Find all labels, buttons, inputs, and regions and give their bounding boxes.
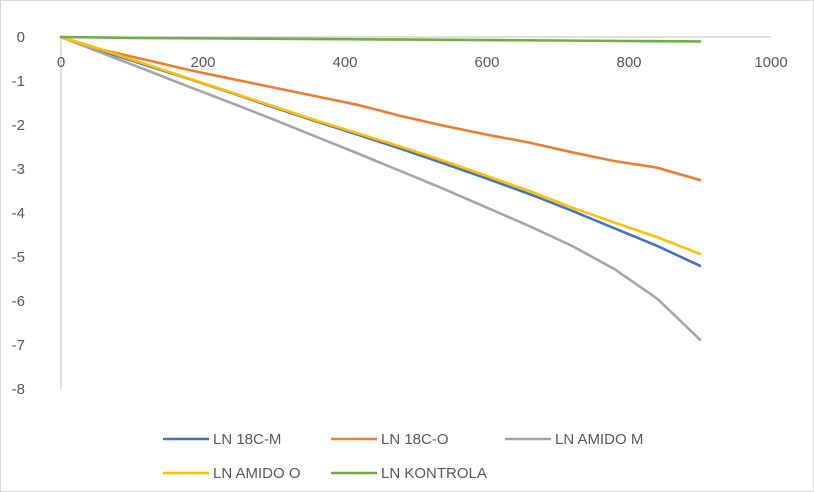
legend-label-ln-amido-m: LN AMIDO M xyxy=(555,431,643,448)
tick-labels: 0 200 400 600 800 1000 0 -1 -2 -3 -4 -5 -6 -7 -8 xyxy=(12,29,788,398)
series-line-ln-18c-o xyxy=(59,35,702,182)
x-tick-label: 800 xyxy=(616,54,641,71)
x-tick-label: 200 xyxy=(190,54,215,71)
y-tick-label: 0 xyxy=(17,29,25,46)
series-lines xyxy=(59,35,702,342)
x-tick-label: 400 xyxy=(332,54,357,71)
legend-label-ln-amido-o: LN AMIDO O xyxy=(213,465,301,482)
x-tick-label: 0 xyxy=(57,54,65,71)
legend: LN 18C-M LN 18C-O LN AMIDO M LN AMIDO O LN K… xyxy=(163,431,643,482)
axes xyxy=(60,36,771,389)
y-tick-label: -4 xyxy=(12,205,25,222)
series-line-ln-18c-m xyxy=(59,35,702,268)
legend-label-ln-18c-m: LN 18C-M xyxy=(213,431,281,448)
legend-label-ln-kontrola: LN KONTROLA xyxy=(381,465,487,482)
x-tick-label: 1000 xyxy=(754,54,787,71)
series-line-ln-amido-o xyxy=(59,35,702,256)
legend-label-ln-18c-o: LN 18C-O xyxy=(381,431,449,448)
y-tick-label: -8 xyxy=(12,381,25,398)
x-tick-label: 600 xyxy=(474,54,499,71)
y-tick-label: -1 xyxy=(12,73,25,90)
y-tick-label: -2 xyxy=(12,117,25,134)
series-line-ln-kontrola xyxy=(59,35,702,43)
y-tick-label: -7 xyxy=(12,337,25,354)
y-tick-label: -3 xyxy=(12,161,25,178)
y-tick-label: -6 xyxy=(12,293,25,310)
series-line-ln-amido-m xyxy=(59,35,702,342)
y-tick-label: -5 xyxy=(12,249,25,266)
